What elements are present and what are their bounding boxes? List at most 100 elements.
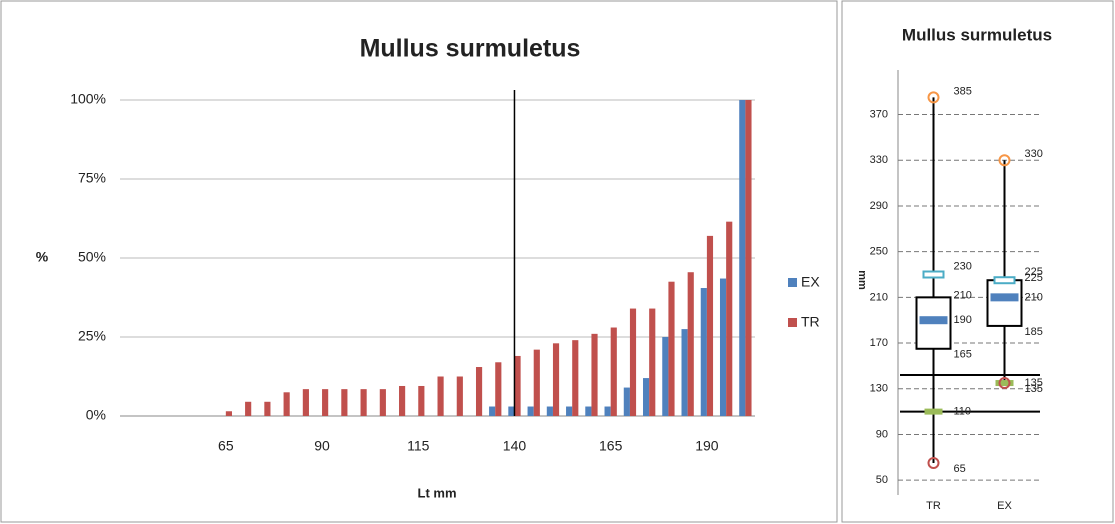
bar xyxy=(726,221,733,416)
bar xyxy=(643,378,650,416)
bar xyxy=(341,389,348,416)
y-tick-label: 50% xyxy=(78,249,106,265)
low-marker xyxy=(924,408,943,415)
x-tick-label: 140 xyxy=(503,438,527,454)
x-tick-label: EX xyxy=(997,500,1012,512)
bar xyxy=(572,340,579,416)
x-axis-label: Lt mm xyxy=(418,485,457,500)
value-label: 330 xyxy=(1025,148,1043,160)
y-axis-label: mm xyxy=(856,270,868,290)
bar xyxy=(585,406,592,416)
bar xyxy=(552,343,560,416)
bar xyxy=(283,392,290,416)
y-tick-label: 290 xyxy=(870,200,888,212)
bar xyxy=(302,389,309,416)
y-tick-label: 100% xyxy=(70,91,106,107)
bar xyxy=(360,389,367,416)
bar xyxy=(489,406,496,416)
chart-title: Mullus surmuletus xyxy=(902,25,1052,44)
min-marker xyxy=(998,377,1011,390)
bar xyxy=(495,362,502,416)
bar xyxy=(591,333,598,416)
legend-swatch xyxy=(788,318,797,327)
max-marker xyxy=(927,91,940,104)
bar xyxy=(225,411,232,416)
max-marker xyxy=(998,154,1011,167)
bar xyxy=(399,385,406,416)
y-tick-label: 250 xyxy=(870,246,888,258)
y-tick-label: 330 xyxy=(870,154,888,166)
bar xyxy=(322,389,329,416)
low-marker xyxy=(995,380,1014,387)
y-tick-label: 210 xyxy=(870,291,888,303)
x-tick-label: 115 xyxy=(407,438,430,454)
bar xyxy=(546,406,553,416)
bar xyxy=(623,387,630,416)
bar xyxy=(610,327,617,416)
value-label: 385 xyxy=(954,85,972,97)
bar xyxy=(437,376,444,416)
bar xyxy=(475,367,483,416)
box xyxy=(986,279,1023,327)
bar xyxy=(566,406,573,416)
legend-swatch xyxy=(788,278,797,287)
bar xyxy=(456,376,463,416)
bar xyxy=(514,355,521,416)
bar xyxy=(418,385,425,416)
bar xyxy=(379,389,386,416)
bar xyxy=(668,281,675,416)
x-tick-label: 190 xyxy=(695,438,719,454)
bar xyxy=(508,406,515,416)
value-label: 165 xyxy=(954,349,972,361)
bar xyxy=(264,401,271,416)
y-tick-label: 75% xyxy=(78,170,106,186)
y-tick-label: 25% xyxy=(78,328,106,344)
y-tick-label: 370 xyxy=(870,108,888,120)
bar xyxy=(681,329,688,416)
legend-label: TR xyxy=(801,314,820,330)
bar xyxy=(700,288,707,416)
bar xyxy=(719,278,727,416)
y-tick-label: 50 xyxy=(876,474,888,486)
bar xyxy=(245,401,252,416)
y-axis-label: % xyxy=(36,249,49,265)
y-tick-label: 130 xyxy=(870,383,888,395)
value-label: 225 xyxy=(1025,272,1043,284)
value-label: 110 xyxy=(954,406,972,418)
value-label: 230 xyxy=(954,260,972,272)
value-label: 135 xyxy=(1025,377,1043,389)
chart-title: Mullus surmuletus xyxy=(360,35,581,63)
bar xyxy=(706,235,714,416)
x-tick-label: 65 xyxy=(218,438,234,454)
y-tick-label: 90 xyxy=(876,428,888,440)
legend-label: EX xyxy=(801,274,820,290)
bar xyxy=(745,100,752,416)
bar xyxy=(687,272,694,416)
value-label: 65 xyxy=(954,463,966,475)
value-label: 210 xyxy=(1025,291,1043,303)
value-label: 190 xyxy=(954,314,972,326)
median-marker xyxy=(990,293,1019,302)
x-tick-label: 90 xyxy=(314,438,330,454)
x-tick-label: 165 xyxy=(599,438,623,454)
bar xyxy=(739,100,746,416)
value-label: 210 xyxy=(954,289,972,301)
right-panel xyxy=(841,0,1114,523)
min-marker xyxy=(927,457,940,470)
bar xyxy=(662,337,669,416)
y-tick-label: 0% xyxy=(86,407,106,423)
median-marker xyxy=(919,316,948,325)
bar xyxy=(629,308,637,416)
bar xyxy=(604,406,611,416)
value-label: 225 xyxy=(1025,266,1043,278)
value-label: 185 xyxy=(1025,326,1043,338)
mean-marker xyxy=(993,276,1016,285)
x-tick-label: TR xyxy=(926,500,941,512)
mean-marker xyxy=(922,270,945,279)
bar xyxy=(533,349,540,416)
bar xyxy=(527,406,534,416)
y-tick-label: 170 xyxy=(870,337,888,349)
left-panel xyxy=(0,0,838,523)
value-label: 135 xyxy=(1025,383,1043,395)
